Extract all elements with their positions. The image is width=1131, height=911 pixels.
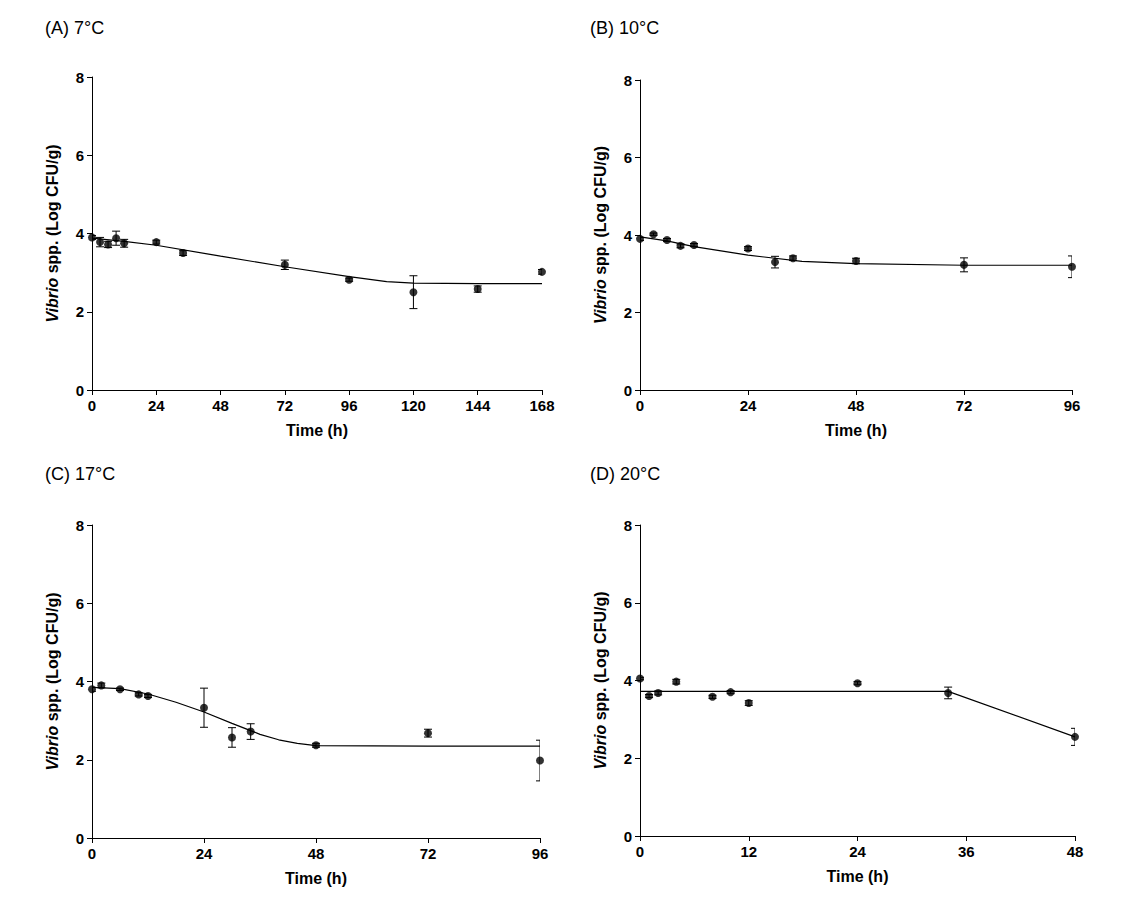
- svg-text:Time (h): Time (h): [286, 422, 348, 439]
- svg-text:spp. (Log CFU/g): spp. (Log CFU/g): [44, 144, 61, 277]
- svg-text:72: 72: [956, 397, 973, 414]
- svg-text:4: 4: [76, 673, 85, 690]
- svg-text:(D) 20°C: (D) 20°C: [590, 464, 660, 484]
- svg-text:144: 144: [465, 397, 491, 414]
- svg-text:2: 2: [76, 303, 84, 320]
- svg-text:0: 0: [624, 382, 632, 399]
- svg-text:36: 36: [958, 843, 975, 860]
- svg-text:6: 6: [624, 594, 632, 611]
- svg-text:spp. (Log CFU/g): spp. (Log CFU/g): [592, 591, 609, 724]
- svg-text:6: 6: [76, 147, 84, 164]
- svg-text:96: 96: [1064, 397, 1081, 414]
- svg-text:48: 48: [1067, 843, 1084, 860]
- svg-text:2: 2: [624, 750, 632, 767]
- svg-text:Vibrio: Vibrio: [44, 726, 61, 771]
- svg-text:8: 8: [624, 72, 632, 89]
- svg-text:0: 0: [88, 397, 96, 414]
- svg-text:24: 24: [740, 397, 757, 414]
- svg-text:4: 4: [624, 672, 633, 689]
- svg-text:0: 0: [636, 397, 644, 414]
- svg-text:0: 0: [76, 382, 84, 399]
- svg-text:120: 120: [401, 397, 426, 414]
- svg-text:12: 12: [740, 843, 757, 860]
- svg-text:Vibrio: Vibrio: [44, 278, 61, 323]
- svg-text:2: 2: [624, 304, 632, 321]
- svg-text:(B) 10°C: (B) 10°C: [590, 18, 659, 38]
- svg-text:48: 48: [212, 397, 229, 414]
- svg-text:168: 168: [529, 397, 554, 414]
- svg-text:96: 96: [341, 397, 358, 414]
- svg-text:8: 8: [76, 517, 84, 534]
- svg-text:Time (h): Time (h): [825, 422, 887, 439]
- svg-text:6: 6: [624, 149, 632, 166]
- svg-text:0: 0: [88, 845, 96, 862]
- svg-text:4: 4: [624, 227, 633, 244]
- svg-text:(A) 7°C: (A) 7°C: [45, 18, 104, 38]
- svg-text:4: 4: [76, 225, 85, 242]
- svg-text:48: 48: [848, 397, 865, 414]
- svg-text:24: 24: [148, 397, 165, 414]
- svg-text:Time (h): Time (h): [827, 868, 889, 885]
- svg-text:24: 24: [849, 843, 866, 860]
- svg-text:48: 48: [308, 845, 325, 862]
- svg-text:Vibrio: Vibrio: [592, 279, 609, 324]
- svg-text:96: 96: [532, 845, 549, 862]
- svg-text:spp. (Log CFU/g): spp. (Log CFU/g): [592, 146, 609, 279]
- svg-text:0: 0: [636, 843, 644, 860]
- svg-text:Vibrio: Vibrio: [592, 725, 609, 770]
- svg-text:0: 0: [76, 830, 84, 847]
- svg-text:Time (h): Time (h): [285, 870, 347, 887]
- svg-text:0: 0: [624, 828, 632, 845]
- svg-text:8: 8: [76, 69, 84, 86]
- svg-text:2: 2: [76, 751, 84, 768]
- svg-text:24: 24: [196, 845, 213, 862]
- svg-text:72: 72: [277, 397, 294, 414]
- svg-text:8: 8: [624, 517, 632, 534]
- svg-text:6: 6: [76, 595, 84, 612]
- svg-text:72: 72: [420, 845, 437, 862]
- svg-text:(C) 17°C: (C) 17°C: [45, 464, 115, 484]
- svg-text:spp. (Log CFU/g): spp. (Log CFU/g): [44, 592, 61, 725]
